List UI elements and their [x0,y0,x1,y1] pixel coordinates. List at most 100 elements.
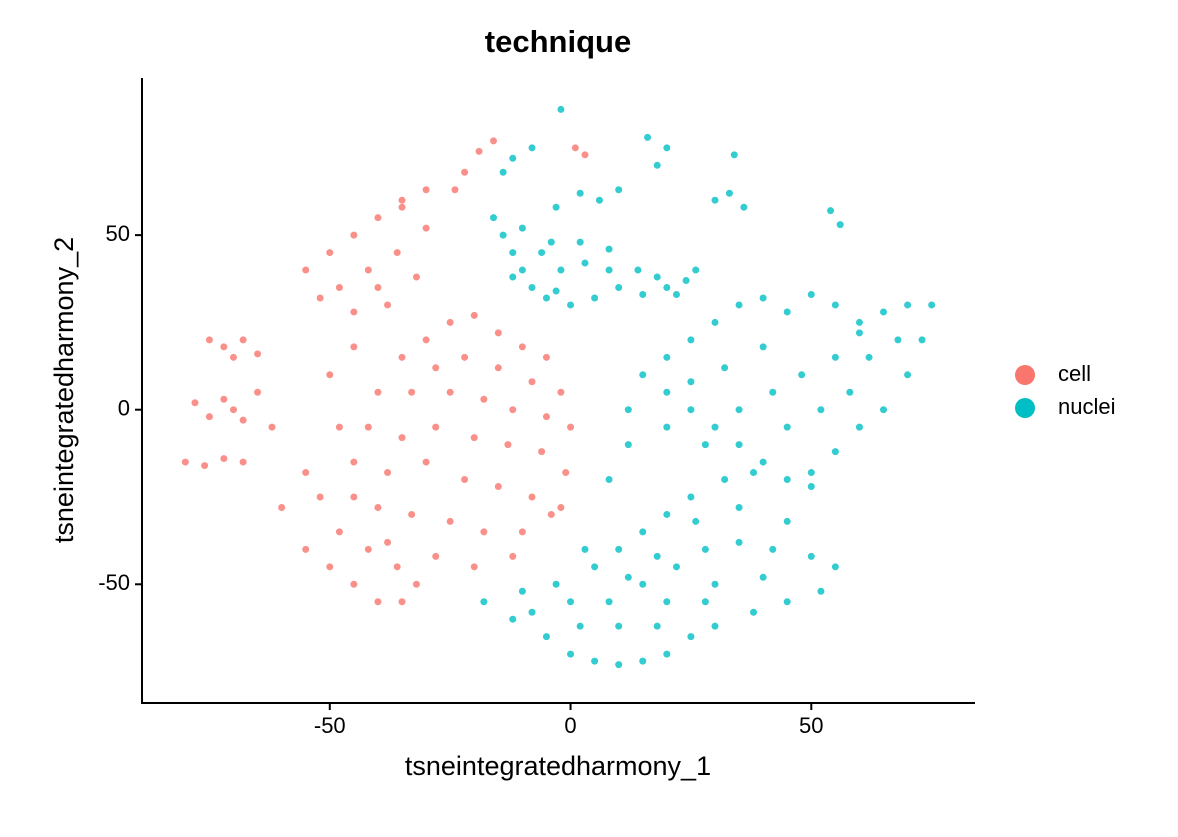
point [480,528,488,536]
point [831,448,839,456]
point [735,406,743,414]
point [489,214,497,222]
point [528,378,536,386]
point [278,503,286,511]
point [581,545,589,553]
point [422,186,430,194]
point [528,608,536,616]
point [316,294,324,302]
point [750,469,758,477]
point [470,563,478,571]
point [591,294,599,302]
point [721,476,729,484]
point [711,580,719,588]
point [653,273,661,281]
point [542,353,550,361]
point [576,622,584,630]
x-tick-label: 0 [564,713,576,738]
point [268,423,276,431]
y-tick-label: 50 [106,221,130,246]
point [335,423,343,431]
point [562,469,570,477]
point [393,249,401,257]
y-tick-label: 0 [118,396,130,421]
point [759,294,767,302]
point [605,245,613,253]
point [509,154,517,162]
point [615,186,623,194]
point [557,266,565,274]
point [605,476,613,484]
point [494,483,502,491]
point [557,388,565,396]
point [350,493,358,501]
point [783,476,791,484]
point [740,203,748,211]
point [326,563,334,571]
x-axis-title: tsneintegratedharmony_1 [405,751,711,781]
point [201,462,209,470]
point [576,238,584,246]
x-tick-label: -50 [314,713,346,738]
point [721,364,729,372]
point [759,458,767,466]
point [398,353,406,361]
point [663,510,671,518]
point [567,301,575,309]
point [855,423,863,431]
point [624,406,632,414]
point [350,343,358,351]
point [393,563,401,571]
point [518,587,526,595]
point [701,441,709,449]
point [807,483,815,491]
point [446,517,454,525]
point [239,458,247,466]
point [408,388,416,396]
point [552,580,560,588]
point [461,353,469,361]
point [547,238,555,246]
point [552,203,560,211]
point [615,545,623,553]
point [639,371,647,379]
point [711,196,719,204]
point [639,657,647,665]
point [528,283,536,291]
legend-label: cell [1058,361,1091,386]
y-axis-title: tsneintegratedharmony_2 [49,237,79,543]
point [509,615,517,623]
point [350,580,358,588]
point [254,350,262,358]
point [682,277,690,285]
point [687,336,695,344]
point [653,161,661,169]
point [918,336,926,344]
point [422,224,430,232]
point [374,283,382,291]
point [446,388,454,396]
point [567,650,575,658]
point [470,311,478,319]
point [384,469,392,477]
point [181,458,189,466]
point [783,308,791,316]
point [831,563,839,571]
point [509,273,517,281]
point [615,283,623,291]
point [480,395,488,403]
point [769,545,777,553]
point [783,423,791,431]
point [528,493,536,501]
point [653,552,661,560]
point [302,266,310,274]
point [446,318,454,326]
point [350,458,358,466]
point [735,538,743,546]
point [725,189,733,197]
point [461,476,469,484]
point [687,633,695,641]
legend-swatch [1015,365,1035,385]
point [364,545,372,553]
point [205,336,213,344]
